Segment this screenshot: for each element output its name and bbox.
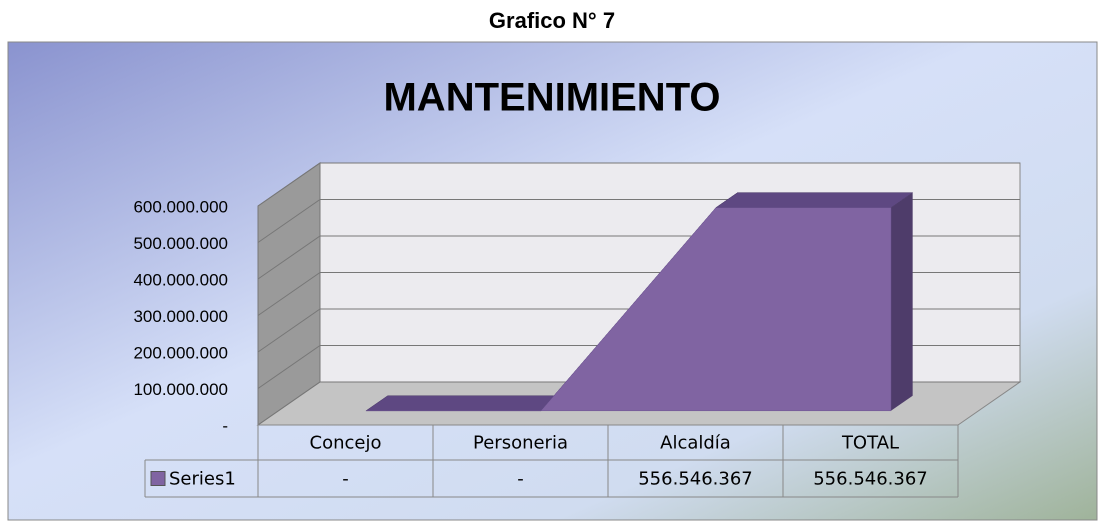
x-tick-label: Concejo — [310, 433, 382, 454]
y-tick-label: 200.000.000 — [133, 343, 228, 362]
plot: - 100.000.000 200.000.000 300.000.000 400.00… — [133, 162, 1022, 498]
data-label: 556.546.367 — [813, 469, 928, 490]
x-tick-label: Personeria — [473, 433, 568, 454]
grid-line — [257, 162, 1020, 207]
area-top — [365, 395, 564, 412]
figure-label: Grafico N° 7 — [489, 8, 615, 33]
y-tick-label: 100.000.000 — [133, 380, 228, 399]
legend-swatch — [150, 471, 166, 486]
area-side — [890, 192, 913, 411]
x-tick-label: TOTAL — [841, 433, 899, 454]
y-tick-label: 400.000.000 — [133, 270, 228, 289]
data-label: 556.546.367 — [638, 469, 753, 490]
legend-label: Series1 — [169, 469, 236, 490]
y-tick-label: 300.000.000 — [133, 307, 228, 326]
table-grid — [144, 424, 959, 498]
y-tick-label: 600.000.000 — [133, 197, 228, 216]
area-top — [715, 192, 914, 208]
data-label: - — [342, 469, 349, 490]
y-tick-label: 500.000.000 — [133, 234, 228, 253]
x-tick-label: Alcaldía — [660, 433, 731, 454]
area — [365, 207, 892, 412]
y-tick-label: - — [222, 416, 228, 435]
data-label: - — [517, 469, 524, 490]
chart-title: MANTENIMIENTO — [383, 76, 720, 120]
